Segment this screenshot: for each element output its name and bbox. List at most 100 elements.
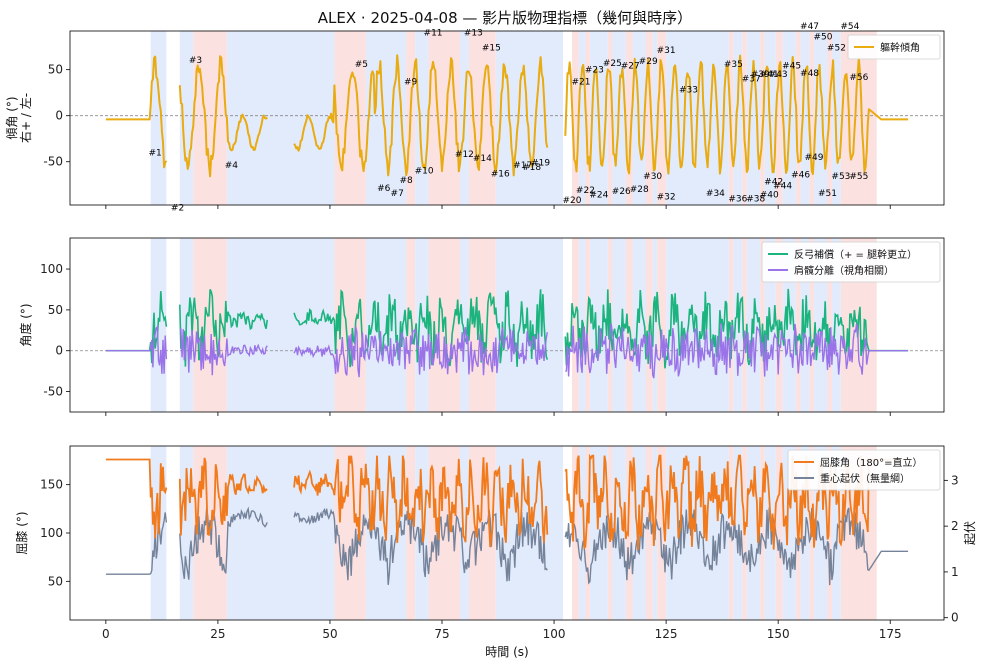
event-annotation: #38 xyxy=(746,194,765,204)
series-layer-top xyxy=(105,54,909,178)
phase-band-red xyxy=(827,446,832,620)
event-annotation: #36 xyxy=(728,194,747,204)
panel-trunk-tilt: #1#2#3#4#5#6 #7#8#9#10#11#12#13#14#15#16#… xyxy=(5,22,945,214)
y-axis-label-line: 右+ / 左- xyxy=(18,93,33,143)
y-tick-label: 3 xyxy=(951,473,959,487)
legend-entry: 軀幹傾角 xyxy=(880,41,920,54)
event-annotation: #23 xyxy=(585,65,604,75)
x-tick-label: 175 xyxy=(879,627,902,641)
y-tick-label: 1 xyxy=(951,565,959,579)
event-annotation: #12 xyxy=(455,150,474,160)
legend-box xyxy=(787,449,941,491)
phase-band-red xyxy=(645,446,653,620)
phase-band-blue xyxy=(733,446,743,620)
event-annotation: #8 xyxy=(400,176,414,186)
y2-ticks-bottom: 0 1 2 3 xyxy=(944,473,959,625)
phase-band-blue xyxy=(632,238,646,412)
phase-band-red xyxy=(334,31,366,205)
event-annotation: #25 xyxy=(603,59,622,69)
phase-band-blue xyxy=(365,31,407,205)
x-tick-label: 125 xyxy=(655,627,678,641)
phase-band-blue xyxy=(415,31,429,205)
event-annotation: #24 xyxy=(589,191,608,201)
phase-band-red xyxy=(585,446,590,620)
series-line-com-oscillation xyxy=(105,506,909,586)
series-line-knee-angle xyxy=(105,453,909,550)
event-annotation: #27 xyxy=(621,62,640,72)
event-annotation: #53 xyxy=(831,172,850,182)
phase-band-blue xyxy=(226,446,335,620)
series-layer-bottom xyxy=(105,453,909,586)
phase-band-red xyxy=(607,31,613,205)
event-annotation: #19 xyxy=(531,158,550,168)
legend-entry: 重心起伏（無量綱） xyxy=(820,472,910,485)
event-annotation: #7 xyxy=(391,189,404,199)
legend-entry: 肩髖分離（視角相關） xyxy=(794,264,894,277)
y-tick-label: 100 xyxy=(40,526,63,540)
axes-frame-middle xyxy=(69,237,945,413)
phase-band-blue xyxy=(733,31,743,205)
event-annotation: #16 xyxy=(491,169,510,179)
phase-band-red xyxy=(796,31,801,205)
event-annotation: #20 xyxy=(562,196,581,206)
x-tick-label: 150 xyxy=(767,627,790,641)
phase-band-blue xyxy=(150,31,167,205)
phase-band-blue xyxy=(226,238,335,412)
event-annotation: #2 xyxy=(171,204,184,214)
phase-band-blue xyxy=(831,238,841,412)
panel-knee-com: 50 100 150 0 1 2 3 0 25 50 75 100 125 150 175 屈膝 (°)… xyxy=(15,445,977,659)
event-annotation: #56 xyxy=(849,73,868,83)
x-tick-label: 0 xyxy=(102,627,110,641)
y-ticks-middle: -50 0 50 100 xyxy=(40,262,70,399)
phase-band-blue xyxy=(459,446,469,620)
legend-entry: 屈膝角（180°=直立） xyxy=(820,456,922,469)
phase-band-blue xyxy=(733,238,743,412)
phase-band-blue xyxy=(652,31,658,205)
phase-band-blue xyxy=(652,238,658,412)
phase-band-red xyxy=(657,31,667,205)
event-annotation: #31 xyxy=(657,46,676,56)
phase-band-red xyxy=(775,446,783,620)
phase-band-blue xyxy=(800,31,810,205)
event-annotation: #11 xyxy=(424,29,443,39)
event-annotation: #13 xyxy=(464,29,483,39)
event-annotation: #1 xyxy=(149,148,162,158)
y-tick-label: 50 xyxy=(48,574,63,588)
event-annotation: #49 xyxy=(805,153,824,163)
phase-band-red xyxy=(760,446,765,620)
y-tick-label: 150 xyxy=(40,478,63,492)
event-annotation: #40 xyxy=(760,191,779,201)
y-tick-label: 0 xyxy=(55,344,63,358)
legend-box xyxy=(847,34,941,60)
phase-band-red xyxy=(625,31,633,205)
phase-band-red xyxy=(827,238,832,412)
y-axis-label-bottom: 屈膝 (°) xyxy=(15,511,29,554)
event-annotation: #43 xyxy=(769,70,788,80)
y-ticks-top: -50 0 50 xyxy=(43,63,70,169)
phase-band-red xyxy=(625,446,633,620)
panel-angles: -50 0 50 100 角度 (°) 反弓補償（+ = 腿幹更立） 肩髖分離（視角相關… xyxy=(18,237,945,416)
event-annotation: #3 xyxy=(189,56,202,66)
y-tick-label: -50 xyxy=(43,385,63,399)
y-ticks-bottom: 50 100 150 xyxy=(40,478,70,588)
event-annotation: #4 xyxy=(225,161,239,171)
legend-middle: 反弓補償（+ = 腿幹更立） 肩髖分離（視角相關） xyxy=(761,241,941,283)
series-line-shoulder-hip-separation xyxy=(105,322,909,379)
event-annotation: #26 xyxy=(612,187,631,197)
event-annotation: #18 xyxy=(522,163,541,173)
y-tick-label: 0 xyxy=(55,109,63,123)
legend-box xyxy=(761,241,941,283)
event-annotation: #10 xyxy=(415,167,434,177)
phase-band-red xyxy=(809,238,815,412)
event-annotation: #54 xyxy=(840,22,859,32)
phase-band-red xyxy=(193,238,227,412)
y-axis-label-middle: 角度 (°) xyxy=(18,303,33,346)
event-annotation: #55 xyxy=(849,172,868,182)
x-tick-label: 100 xyxy=(543,627,566,641)
x-ticks-bottom: 0 25 50 75 100 125 150 175 xyxy=(102,620,902,641)
legend-entry: 反弓補償（+ = 腿幹更立） xyxy=(794,248,917,261)
x-ticks-top xyxy=(105,205,891,209)
y-tick-label: 50 xyxy=(48,63,63,77)
phase-band-red xyxy=(657,446,667,620)
